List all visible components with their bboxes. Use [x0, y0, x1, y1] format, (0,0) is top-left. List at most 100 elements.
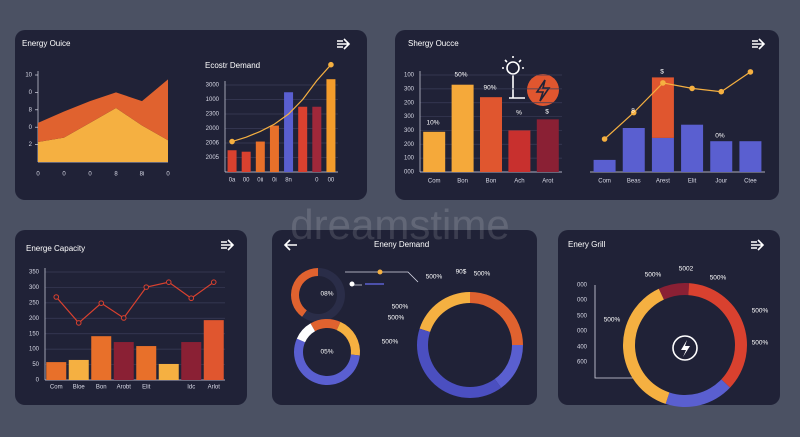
annotation: 0%	[715, 133, 725, 140]
y-tick-label: 0	[29, 125, 33, 131]
annotation: 90%	[483, 85, 496, 92]
bar	[181, 342, 202, 380]
bar	[91, 336, 112, 380]
bolt-icon	[681, 340, 690, 357]
y-tick-label: 100	[404, 156, 415, 162]
bar	[622, 128, 645, 172]
chart-title: Ecostr Demand	[205, 61, 260, 70]
bar	[480, 97, 502, 172]
bar	[593, 159, 616, 172]
donut-segment	[336, 321, 360, 356]
line-marker	[165, 279, 172, 285]
line-marker	[143, 284, 150, 290]
y-tick-label: 300	[404, 86, 415, 92]
y-tick-label: 150	[29, 331, 40, 337]
axis-label: 000	[577, 298, 588, 304]
y-tick-label: 2	[29, 142, 33, 148]
x-tick-label: Com	[50, 385, 63, 391]
y-tick-label: 200	[404, 100, 415, 106]
y-tick-label: 300	[404, 128, 415, 134]
y-tick-label: 3000	[206, 83, 220, 89]
x-tick-label: Idc	[187, 385, 195, 391]
dot	[349, 281, 355, 287]
x-tick-label: 0	[36, 172, 40, 178]
y-tick-label: 2005	[206, 155, 220, 161]
donut-segment	[688, 283, 747, 388]
panel	[272, 230, 537, 405]
donut-segment	[291, 268, 318, 317]
annotation: 90$	[456, 269, 467, 276]
x-tick-label: Elit	[688, 179, 697, 185]
x-tick-label: 0ii	[257, 178, 263, 184]
donut-segment	[294, 338, 360, 385]
chart-title: Shergy Oucce	[408, 39, 459, 48]
x-tick-label: 0	[88, 172, 92, 178]
x-tick-label: 8i	[140, 172, 145, 178]
bar	[536, 119, 559, 172]
bar	[68, 359, 89, 380]
y-tick-label: 1000	[206, 97, 220, 103]
bar	[710, 141, 733, 172]
y-tick-label: 200	[29, 316, 40, 322]
annotation: 500%	[752, 340, 769, 347]
bar	[113, 342, 134, 380]
x-tick-label: 0i	[272, 178, 277, 184]
axis-label: 000	[577, 329, 588, 335]
x-tick-label: Arot	[542, 179, 553, 185]
annotation: 500%	[392, 304, 409, 311]
annotation: 500%	[752, 308, 769, 315]
bar	[681, 124, 704, 172]
arrow-icon[interactable]	[752, 38, 766, 50]
bar	[651, 77, 674, 138]
bar	[326, 79, 336, 172]
y-tick-label: 2006	[206, 141, 220, 147]
bar	[46, 362, 67, 380]
bar	[739, 141, 762, 172]
y-tick-label: 100	[404, 73, 415, 79]
bolt-badge	[527, 74, 559, 106]
donut-segment	[417, 328, 502, 398]
x-tick-label: Jour	[715, 179, 727, 185]
x-tick-label: 00	[328, 178, 335, 184]
arrow-icon[interactable]	[283, 239, 297, 251]
x-tick-label: 0	[315, 178, 319, 184]
donut-segment	[419, 292, 470, 333]
x-tick-label: Com	[598, 179, 611, 185]
x-tick-label: Ctee	[744, 179, 757, 185]
annotation: $	[660, 69, 664, 76]
bar	[241, 151, 251, 172]
y-tick-label: 350	[29, 270, 40, 276]
y-tick-label: 0	[36, 378, 40, 384]
donut-segment	[470, 292, 523, 345]
arrow-icon[interactable]	[751, 239, 765, 251]
annotation: 500%	[474, 271, 491, 278]
y-tick-label: 2300	[206, 112, 220, 118]
x-tick-label: Beas	[627, 179, 641, 185]
y-tick-label: 100	[29, 347, 40, 353]
x-tick-label: Arlot	[208, 385, 221, 391]
donut-segment	[296, 323, 315, 343]
bar	[136, 346, 157, 380]
x-tick-label: Elit	[142, 385, 151, 391]
x-tick-label: 00	[243, 178, 250, 184]
bar	[651, 137, 674, 172]
line-marker	[53, 294, 60, 300]
x-tick-label: Bon	[457, 179, 468, 185]
y-tick-label: 0	[29, 90, 33, 96]
line	[55, 281, 215, 324]
donut-segment	[665, 379, 731, 407]
annotation: 500%	[388, 315, 405, 322]
arrow-icon[interactable]	[221, 239, 235, 251]
sun-rays	[502, 56, 525, 99]
watermark: dreamstime	[290, 201, 509, 248]
line-marker	[601, 136, 608, 142]
axis-line	[594, 285, 640, 379]
y-tick-label: 10	[25, 73, 32, 79]
arrow-icon[interactable]	[337, 38, 351, 50]
y-tick-label: 300	[29, 285, 40, 291]
line	[231, 64, 332, 143]
x-tick-label: Com	[428, 179, 441, 185]
bar	[203, 320, 224, 380]
chart-title: Enery Grill	[568, 240, 606, 249]
